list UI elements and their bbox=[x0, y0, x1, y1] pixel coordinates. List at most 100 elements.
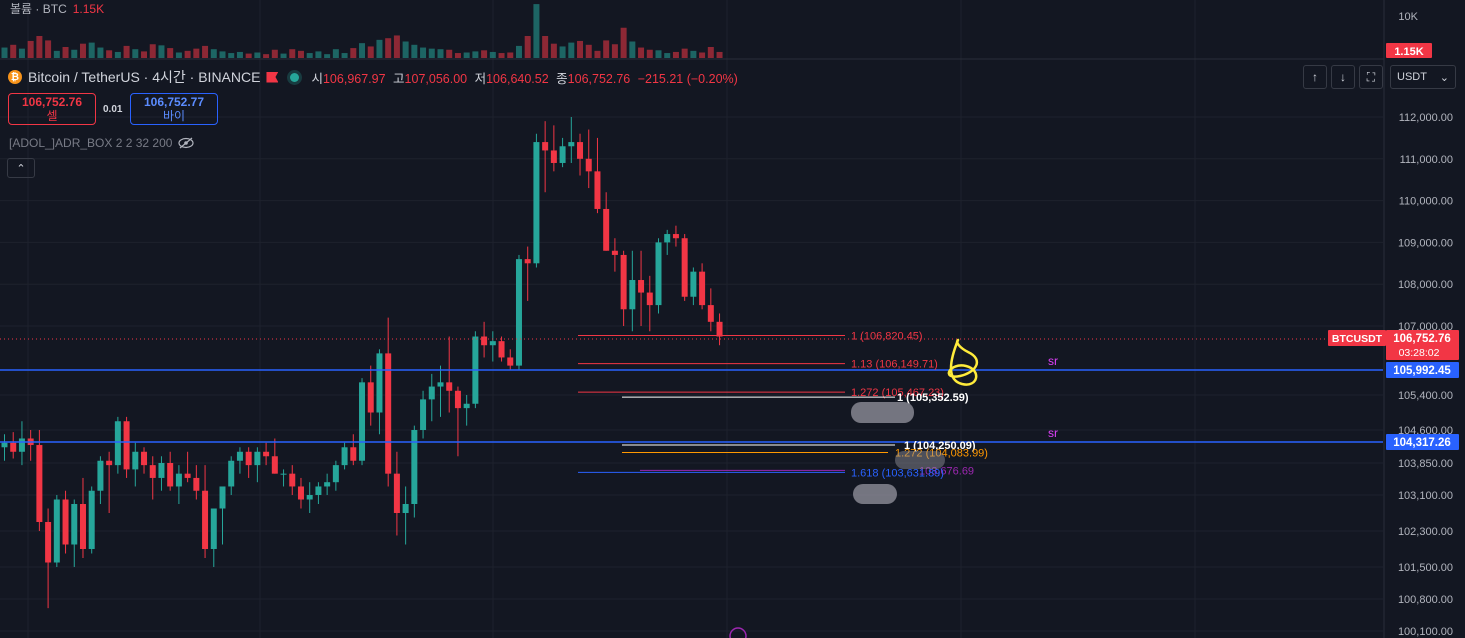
volume-bar bbox=[202, 45, 209, 58]
candle-body bbox=[393, 473, 400, 513]
fib-level-label: 1 (104,250.09) bbox=[904, 440, 976, 452]
volume-bar bbox=[1, 47, 8, 58]
scroll-up-button[interactable]: ↑ bbox=[1303, 65, 1327, 89]
candle-body bbox=[585, 158, 592, 172]
volume-bar bbox=[79, 43, 86, 58]
sr-level-tag-label: 104,317.26 bbox=[1393, 437, 1451, 449]
price-axis-tick-label: 100,100.00 bbox=[1398, 626, 1453, 638]
volume-bar bbox=[611, 44, 618, 58]
volume-axis-label: 10K bbox=[1398, 11, 1418, 23]
volume-bar bbox=[245, 53, 252, 58]
volume-value: 1.15K bbox=[72, 2, 105, 16]
volume-bar bbox=[297, 50, 304, 58]
volume-bar bbox=[306, 53, 313, 58]
sr-level-tag bbox=[1386, 434, 1459, 450]
volume-bar bbox=[533, 4, 540, 59]
buy-label: 바이 bbox=[162, 109, 186, 123]
volume-bar bbox=[428, 48, 435, 58]
indicator-legend[interactable]: [ADOL_]ADR_BOX 2 2 32 200 bbox=[9, 136, 195, 150]
volume-label: 볼륨 · BTC 1.15K bbox=[10, 0, 104, 17]
volume-bar bbox=[271, 49, 278, 58]
redaction-pill bbox=[853, 484, 897, 504]
candle-body bbox=[210, 508, 217, 549]
volume-bar bbox=[263, 54, 270, 58]
scroll-down-button[interactable]: ↓ bbox=[1331, 65, 1355, 89]
candle-body bbox=[463, 403, 470, 409]
volume-bar bbox=[324, 54, 331, 58]
volume-bar bbox=[149, 44, 156, 58]
volume-bar bbox=[568, 42, 575, 58]
candle-body bbox=[385, 353, 392, 474]
fullscreen-button[interactable]: ⛶ bbox=[1359, 65, 1383, 89]
candle-body bbox=[664, 234, 671, 243]
candle-body bbox=[158, 463, 165, 478]
symbol-title[interactable]: Bitcoin / TetherUS · 4시간 · BINANCE bbox=[28, 69, 261, 85]
volume-bar bbox=[106, 50, 113, 58]
candle-body bbox=[498, 341, 505, 358]
collapse-legend-button[interactable]: ⌃ bbox=[7, 158, 35, 178]
candle-body bbox=[71, 504, 78, 545]
candle-body bbox=[707, 305, 714, 322]
candle-body bbox=[376, 353, 383, 413]
volume-bar bbox=[376, 39, 383, 58]
price-axis-tick-label: 108,000.00 bbox=[1398, 279, 1453, 291]
volume-bar bbox=[472, 51, 479, 58]
volume-bar bbox=[550, 43, 557, 58]
volume-bar bbox=[638, 47, 645, 58]
price-axis[interactable] bbox=[1384, 0, 1465, 638]
volume-bar bbox=[603, 40, 610, 58]
volume-bar bbox=[36, 36, 43, 58]
candle-body bbox=[672, 234, 679, 239]
sr-level-note: sr bbox=[1048, 354, 1058, 368]
volume-bar bbox=[315, 51, 322, 58]
open-value: 106,967.97 bbox=[322, 71, 386, 86]
volume-bar bbox=[254, 52, 261, 58]
price-axis-tick-label: 103,100.00 bbox=[1398, 490, 1453, 502]
sell-button[interactable]: 106,752.76 셀 bbox=[8, 93, 96, 125]
candle-body bbox=[184, 473, 191, 478]
candle-body bbox=[699, 271, 706, 306]
price-axis-tick-label: 105,400.00 bbox=[1398, 390, 1453, 402]
volume-badge bbox=[1386, 43, 1432, 58]
volume-bar bbox=[629, 41, 636, 58]
ohlc-readout: 시106,967.97 고107,056.00 저106,640.52 종106… bbox=[311, 68, 741, 87]
buy-button[interactable]: 106,752.77 바이 bbox=[130, 93, 218, 125]
volume-bar bbox=[27, 40, 34, 58]
candle-body bbox=[193, 477, 200, 491]
current-price-tag bbox=[1386, 330, 1459, 360]
candle-body bbox=[454, 390, 461, 409]
volume-bar bbox=[193, 48, 200, 58]
low-label: 저 bbox=[474, 71, 487, 86]
candle-body bbox=[655, 242, 662, 306]
volume-bar bbox=[437, 49, 444, 58]
candle-body bbox=[97, 460, 104, 491]
candle-body bbox=[402, 504, 409, 513]
event-marker-icon[interactable] bbox=[729, 627, 747, 638]
candle-body bbox=[297, 486, 304, 500]
volume-bar bbox=[690, 50, 697, 58]
currency-select[interactable]: USDT ⌄ bbox=[1390, 65, 1456, 89]
volume-bar bbox=[141, 51, 148, 58]
volume-bar bbox=[454, 53, 461, 58]
fib-level-label: 1 (105,352.59) bbox=[897, 392, 969, 404]
candle-body bbox=[611, 250, 618, 255]
eye-hidden-icon[interactable] bbox=[178, 137, 195, 149]
fib-level-label: 1.13 (106,149.71) bbox=[851, 359, 938, 371]
flag-icon[interactable] bbox=[266, 71, 279, 83]
redaction-pill bbox=[895, 451, 945, 469]
volume-bar bbox=[402, 41, 409, 58]
drawing-scribble[interactable] bbox=[947, 338, 979, 386]
price-axis-tick-label: 101,500.00 bbox=[1398, 562, 1453, 574]
volume-bar bbox=[359, 43, 366, 58]
candle-body bbox=[62, 499, 69, 545]
price-axis-tick-label: 112,000.00 bbox=[1399, 112, 1453, 124]
volume-bar bbox=[559, 46, 566, 58]
symbol-tag-label: BTCUSDT bbox=[1332, 333, 1383, 345]
volume-bar bbox=[132, 49, 139, 58]
volume-bar bbox=[18, 48, 25, 58]
volume-bar bbox=[393, 35, 400, 58]
fib-level-label: 1.272 (105,467.23) bbox=[851, 387, 944, 399]
high-value: 107,056.00 bbox=[404, 71, 468, 86]
candle-body bbox=[515, 259, 522, 366]
